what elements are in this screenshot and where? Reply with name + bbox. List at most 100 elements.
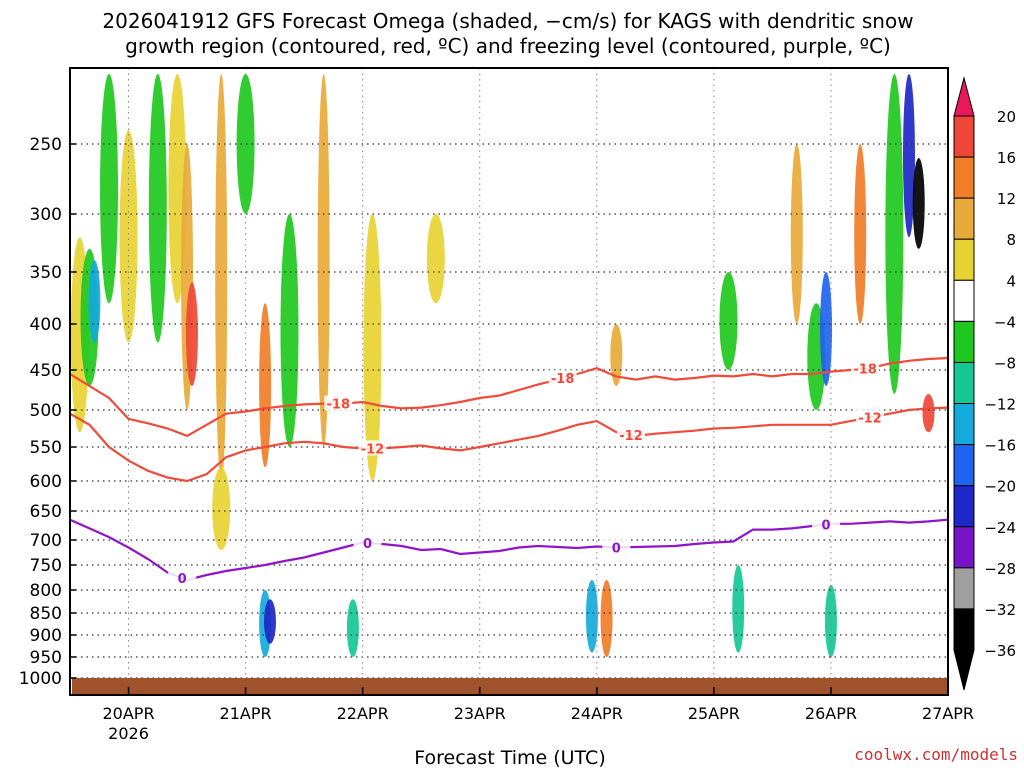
omega-cell [824,585,837,657]
omega-cell [263,599,276,644]
omega-cell [215,74,228,481]
colorbar-label: −12 [984,396,1016,414]
x-tick-sublabel: 2026 [108,724,149,743]
omega-cell [317,74,330,447]
colorbar-top-arrow [953,76,975,117]
omega-cell [363,214,382,481]
y-tick-label: 750 [30,556,62,576]
contour-label: 0 [612,542,621,557]
x-tick-label: 27APR [922,704,974,723]
colorbar-label: −36 [984,642,1016,660]
y-tick-label: 600 [30,472,62,492]
colorbar-label: 20 [997,108,1016,126]
colorbar-swatch [953,238,975,281]
omega-cell [236,74,255,214]
colorbar-swatch [953,444,975,487]
contour-label: 0 [363,537,372,552]
omega-cell [88,260,101,343]
omega-cell [600,580,613,657]
contour-label: 0 [822,518,831,533]
y-tick-label: 450 [30,361,62,381]
contour-label: -12 [619,429,643,444]
colorbar-swatch [953,485,975,528]
y-tick-label: 300 [30,205,62,225]
omega-cell [902,74,915,238]
y-tick-label: 800 [30,581,62,601]
colorbar-label: −8 [994,354,1016,372]
x-tick-label: 20APR [102,704,154,723]
contour-label: -18 [327,398,351,413]
contour-label: -12 [361,442,385,457]
colorbar-label: −32 [984,601,1016,619]
y-tick-label: 500 [30,401,62,421]
credit-link[interactable]: coolwx.com/models [854,745,1018,764]
plot-frame [69,67,949,696]
x-tick-label: 24APR [571,704,623,723]
contour-label-bg [616,426,645,442]
contour-label-bg [168,570,197,586]
contour-label-bg [353,534,382,550]
ground-layer [72,678,948,695]
x-tick-label: 21APR [220,704,272,723]
omega-cell [820,272,833,386]
colorbar-label: 16 [997,149,1016,167]
contour-label: 0 [178,572,187,587]
colorbar-swatch [953,567,975,610]
omega-cell [212,467,231,550]
ground-band [72,678,948,695]
y-tick-label: 700 [30,531,62,551]
contour-label-bg [855,409,884,425]
omega-cell [148,74,167,343]
omega-cell [854,144,867,324]
omega-cell [719,272,738,370]
contour-label: -18 [551,372,575,387]
colorbar-swatch [953,403,975,446]
y-tick-label: 1000 [19,669,62,689]
contour-label-bg [812,516,841,532]
colorbar-swatch [953,361,975,405]
omega-cell [280,214,299,447]
colorbar-label: 12 [997,190,1016,208]
colorbar-swatch [953,526,975,569]
colorbar-label: 4 [1006,272,1016,290]
colorbar-label: −20 [984,478,1016,496]
y-tick-label: 400 [30,315,62,335]
colorbar-label: 8 [1006,231,1016,249]
x-tick-label: 23APR [454,704,506,723]
contour-label: -18 [853,363,877,378]
omega-cell [185,282,198,387]
x-tick-label: 26APR [805,704,857,723]
colorbar-label: −4 [994,313,1016,331]
y-tick-label: 850 [30,604,62,624]
contour-label-bg [851,360,880,376]
contour-label-bg [324,395,353,411]
omega-cell [100,74,119,304]
omega-cell [259,303,272,468]
contour-line--12 [69,406,949,483]
omega-cell [585,580,598,653]
colorbar: 20 16 12 8 4 −4 −8 −12 −16 −20 −24 −28 −32 −36 [953,76,1016,691]
contour-lines: -18 -18 -18 -12 -12 -12 0 0 0 0 [69,356,949,587]
contour-label: -12 [858,411,882,426]
omega-shading [70,74,935,657]
contour-label-bg [548,370,577,386]
y-tick-label: 900 [30,626,62,646]
x-tick-label: 25APR [688,704,740,723]
y-tick-label: 550 [30,438,62,458]
contour-line-0 [69,518,949,582]
colorbar-swatch [953,320,975,363]
omega-cell [346,599,359,657]
y-tick-label: 650 [30,502,62,522]
colorbar-swatch [953,156,975,199]
chart-title-line1: 2026041912 GFS Forecast Omega (shaded, −… [102,9,913,33]
colorbar-swatch [953,279,975,322]
omega-cell [790,144,803,324]
y-tick-label: 250 [30,135,62,155]
y-tick-label: 950 [30,648,62,668]
omega-cell [119,130,138,343]
omega-cell [426,214,445,304]
contour-label-bg [602,539,631,555]
omega-cell [610,324,623,386]
colorbar-label: −16 [984,437,1016,455]
